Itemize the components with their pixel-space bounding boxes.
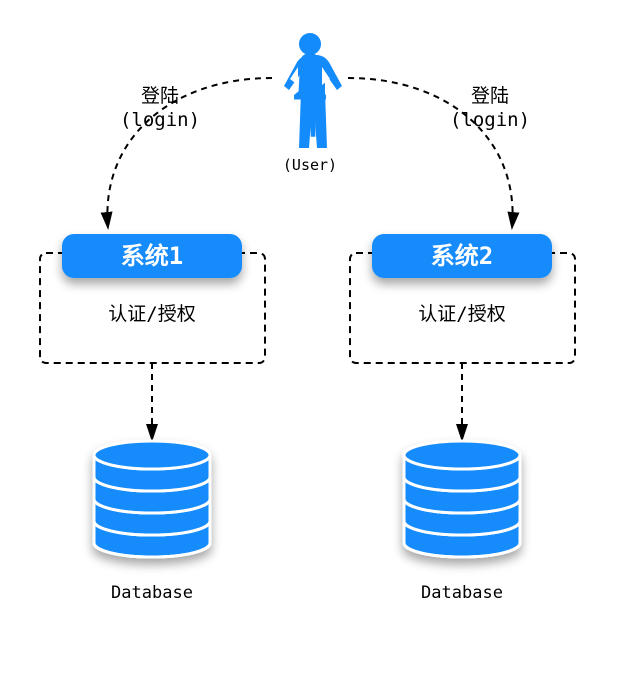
database-left-icon xyxy=(94,441,210,557)
system-left-subtitle: 认证/授权 xyxy=(108,303,195,325)
system-right-title: 系统2 xyxy=(431,242,493,270)
diagram-canvas: (User) 登陆 (login) 登陆 (login) 系统1 认证/授权 系… xyxy=(0,0,621,677)
arrow-left-label-1: 登陆 xyxy=(141,85,179,107)
user-label: (User) xyxy=(283,156,337,174)
system-right: 系统2 认证/授权 xyxy=(350,234,575,363)
database-right-label: Database xyxy=(421,583,503,603)
system-right-subtitle: 认证/授权 xyxy=(418,303,505,325)
database-left-label: Database xyxy=(111,583,193,603)
database-right-icon xyxy=(404,441,520,557)
arrow-right-label-2: (login) xyxy=(450,109,530,131)
system-left: 系统1 认证/授权 xyxy=(40,234,265,363)
arrow-right-label-1: 登陆 xyxy=(471,85,509,107)
system-left-title: 系统1 xyxy=(121,242,183,270)
arrow-left-label-2: (login) xyxy=(120,109,200,131)
arrow-left xyxy=(107,78,272,228)
